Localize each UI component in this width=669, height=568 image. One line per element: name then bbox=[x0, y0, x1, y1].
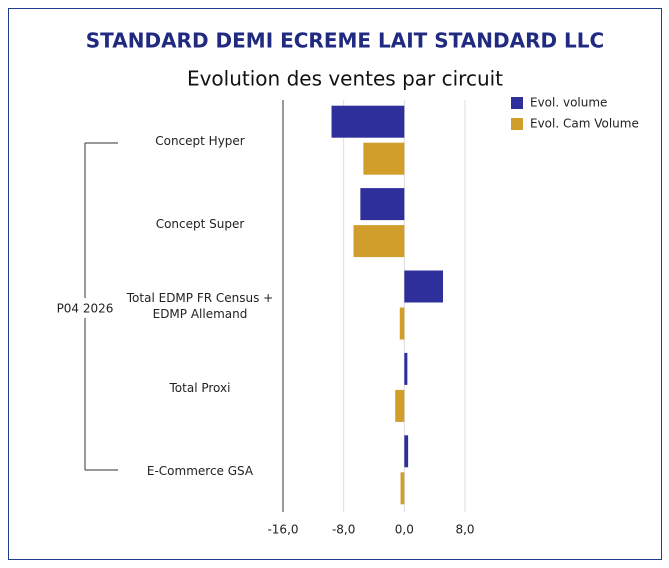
bar bbox=[404, 270, 444, 303]
legend-swatch bbox=[511, 97, 523, 109]
y-tick-label: Total Proxi bbox=[169, 381, 231, 396]
bar bbox=[395, 389, 405, 422]
x-tick-label: -8,0 bbox=[332, 523, 355, 537]
legend-label: Evol. Cam Volume bbox=[530, 117, 639, 131]
legend-label: Evol. volume bbox=[530, 96, 607, 110]
x-tick-label: 0,0 bbox=[395, 523, 414, 537]
bar bbox=[404, 352, 408, 385]
bar bbox=[360, 188, 405, 221]
group-label: P04 2026 bbox=[57, 302, 114, 316]
x-tick-label: 8,0 bbox=[455, 523, 474, 537]
bar bbox=[404, 435, 409, 468]
y-tick-label: Total EDMP FR Census + EDMP Allemand bbox=[126, 291, 274, 321]
legend-swatch bbox=[511, 118, 523, 130]
bar bbox=[331, 105, 405, 138]
y-tick-label: E-Commerce GSA bbox=[146, 463, 254, 478]
frame bbox=[8, 8, 662, 560]
bar bbox=[399, 307, 405, 340]
chart-title: STANDARD DEMI ECREME LAIT STANDARD LLC bbox=[86, 29, 604, 53]
y-tick-label: Concept Super bbox=[155, 216, 245, 231]
bar bbox=[353, 225, 405, 258]
bar bbox=[400, 472, 405, 505]
bar bbox=[363, 142, 405, 175]
y-tick-label: Concept Hyper bbox=[155, 134, 245, 149]
x-tick-label: -16,0 bbox=[267, 523, 298, 537]
chart-subtitle: Evolution des ventes par circuit bbox=[187, 67, 503, 91]
group-label-bg bbox=[50, 298, 120, 318]
